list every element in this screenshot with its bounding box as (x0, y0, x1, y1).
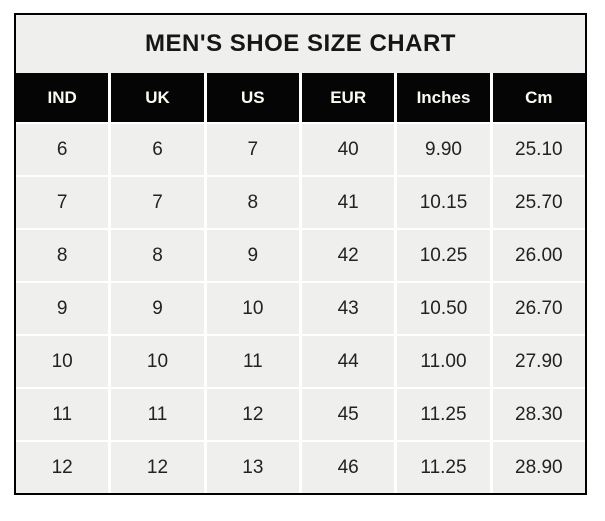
table-cell: 42 (302, 230, 395, 281)
table-cell: 12 (111, 442, 204, 493)
table-cell: 12 (206, 389, 299, 440)
table-cell: 28.30 (492, 389, 585, 440)
column-header-inches: Inches (397, 73, 490, 122)
table-cell: 8 (16, 230, 109, 281)
table-row: 11 11 12 45 11.25 28.30 (16, 389, 585, 440)
column-header-ind: IND (16, 73, 109, 122)
table-cell: 26.70 (492, 283, 585, 334)
table-cell: 7 (16, 177, 109, 228)
page-title: MEN'S SHOE SIZE CHART (16, 15, 585, 73)
table-row: 9 9 10 43 10.50 26.70 (16, 283, 585, 334)
table-cell: 6 (111, 124, 204, 175)
table-cell: 45 (302, 389, 395, 440)
table-cell: 25.70 (492, 177, 585, 228)
table-cell: 26.00 (492, 230, 585, 281)
table-cell: 11 (16, 389, 109, 440)
table-cell: 10.50 (397, 283, 490, 334)
table-cell: 10.25 (397, 230, 490, 281)
table-cell: 11.00 (397, 336, 490, 387)
table-cell: 9 (206, 230, 299, 281)
table-cell: 13 (206, 442, 299, 493)
table-cell: 9 (111, 283, 204, 334)
table-header-row: IND UK US EUR Inches Cm (16, 73, 585, 122)
column-header-us: US (206, 73, 299, 122)
table-cell: 10 (16, 336, 109, 387)
table-row: 6 6 7 40 9.90 25.10 (16, 124, 585, 175)
table-cell: 27.90 (492, 336, 585, 387)
table-cell: 9 (16, 283, 109, 334)
table-body: 6 6 7 40 9.90 25.10 7 7 8 41 10.15 25.70… (16, 122, 585, 493)
table-cell: 11.25 (397, 442, 490, 493)
table-cell: 28.90 (492, 442, 585, 493)
table-cell: 10.15 (397, 177, 490, 228)
table-cell: 6 (16, 124, 109, 175)
table-row: 10 10 11 44 11.00 27.90 (16, 336, 585, 387)
table-cell: 7 (111, 177, 204, 228)
table-cell: 9.90 (397, 124, 490, 175)
column-header-eur: EUR (302, 73, 395, 122)
table-cell: 46 (302, 442, 395, 493)
column-header-uk: UK (111, 73, 204, 122)
table-cell: 7 (206, 124, 299, 175)
table-cell: 43 (302, 283, 395, 334)
table-cell: 10 (111, 336, 204, 387)
table-cell: 25.10 (492, 124, 585, 175)
table-cell: 8 (206, 177, 299, 228)
table-cell: 41 (302, 177, 395, 228)
table-cell: 11.25 (397, 389, 490, 440)
column-header-cm: Cm (492, 73, 585, 122)
table-cell: 10 (206, 283, 299, 334)
table-row: 12 12 13 46 11.25 28.90 (16, 442, 585, 493)
table-cell: 40 (302, 124, 395, 175)
shoe-size-chart: MEN'S SHOE SIZE CHART IND UK US EUR Inch… (14, 13, 587, 495)
table-cell: 11 (111, 389, 204, 440)
table-cell: 12 (16, 442, 109, 493)
table-row: 8 8 9 42 10.25 26.00 (16, 230, 585, 281)
table-cell: 8 (111, 230, 204, 281)
table-cell: 11 (206, 336, 299, 387)
table-row: 7 7 8 41 10.15 25.70 (16, 177, 585, 228)
table-cell: 44 (302, 336, 395, 387)
